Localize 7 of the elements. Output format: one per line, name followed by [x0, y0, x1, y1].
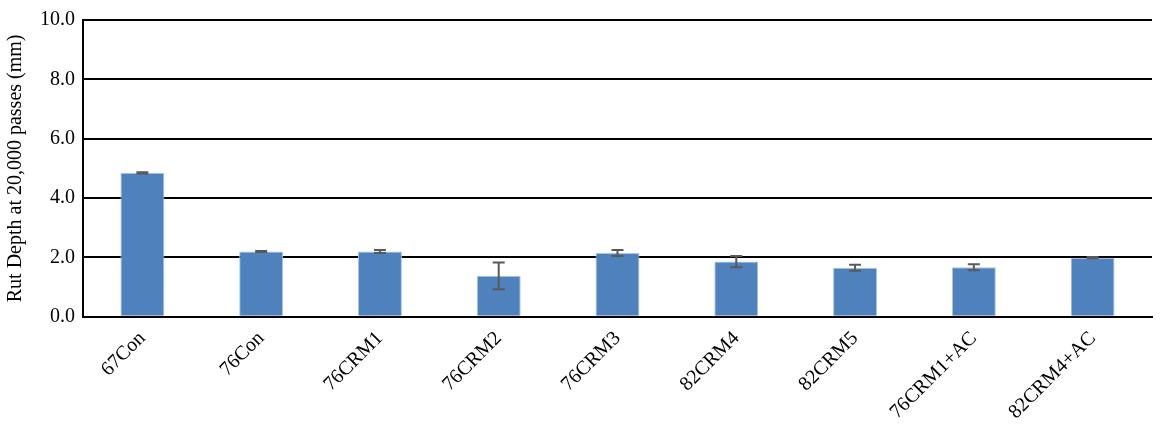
y-tick-label: 4.0 [50, 185, 75, 208]
y-axis-title: Rut Depth at 20,000 passes (mm) [3, 34, 27, 303]
y-tick-label: 10.0 [40, 7, 75, 30]
y-tick-label: 2.0 [50, 244, 75, 267]
y-tick-label: 8.0 [50, 66, 75, 89]
y-tick-label: 0.0 [50, 304, 75, 326]
y-tick-label: 6.0 [50, 125, 75, 148]
